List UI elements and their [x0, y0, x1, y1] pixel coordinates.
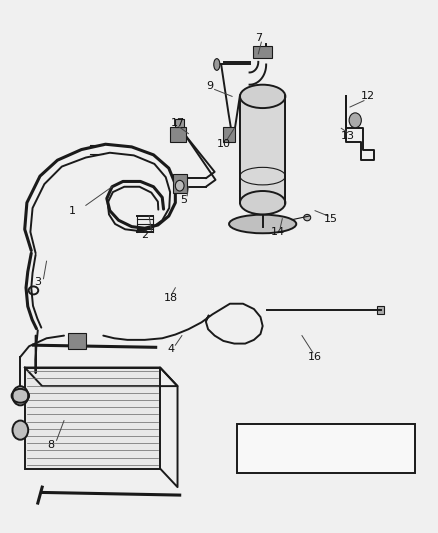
- Text: 8: 8: [47, 440, 54, 450]
- Text: 16: 16: [308, 352, 322, 362]
- Text: 10: 10: [216, 139, 230, 149]
- Bar: [377, 306, 384, 314]
- Circle shape: [175, 180, 184, 191]
- Ellipse shape: [240, 85, 286, 108]
- Ellipse shape: [304, 214, 311, 221]
- Bar: [223, 127, 235, 142]
- Text: 3: 3: [34, 278, 41, 287]
- Circle shape: [245, 456, 254, 467]
- Text: 1: 1: [69, 206, 76, 216]
- Text: 13: 13: [341, 131, 355, 141]
- Bar: [170, 127, 186, 142]
- Text: 14: 14: [271, 227, 285, 237]
- Text: 12: 12: [360, 91, 374, 101]
- FancyArrowPatch shape: [381, 309, 385, 312]
- Text: 9: 9: [207, 81, 214, 91]
- Bar: [173, 174, 187, 193]
- Ellipse shape: [229, 215, 296, 233]
- Text: 5: 5: [180, 195, 187, 205]
- Text: 7: 7: [255, 33, 262, 43]
- FancyBboxPatch shape: [237, 424, 415, 473]
- Text: 4: 4: [167, 344, 174, 354]
- Bar: [253, 46, 272, 58]
- Circle shape: [349, 113, 361, 128]
- Bar: [175, 119, 184, 127]
- Text: 17: 17: [170, 118, 184, 128]
- Circle shape: [12, 386, 28, 406]
- Ellipse shape: [240, 191, 286, 214]
- Text: 15: 15: [323, 214, 337, 224]
- Ellipse shape: [214, 59, 220, 70]
- Bar: [240, 96, 286, 203]
- Text: 18: 18: [164, 293, 178, 303]
- Text: 2: 2: [141, 230, 148, 240]
- Circle shape: [12, 421, 28, 440]
- Polygon shape: [25, 368, 160, 469]
- Bar: [68, 333, 86, 349]
